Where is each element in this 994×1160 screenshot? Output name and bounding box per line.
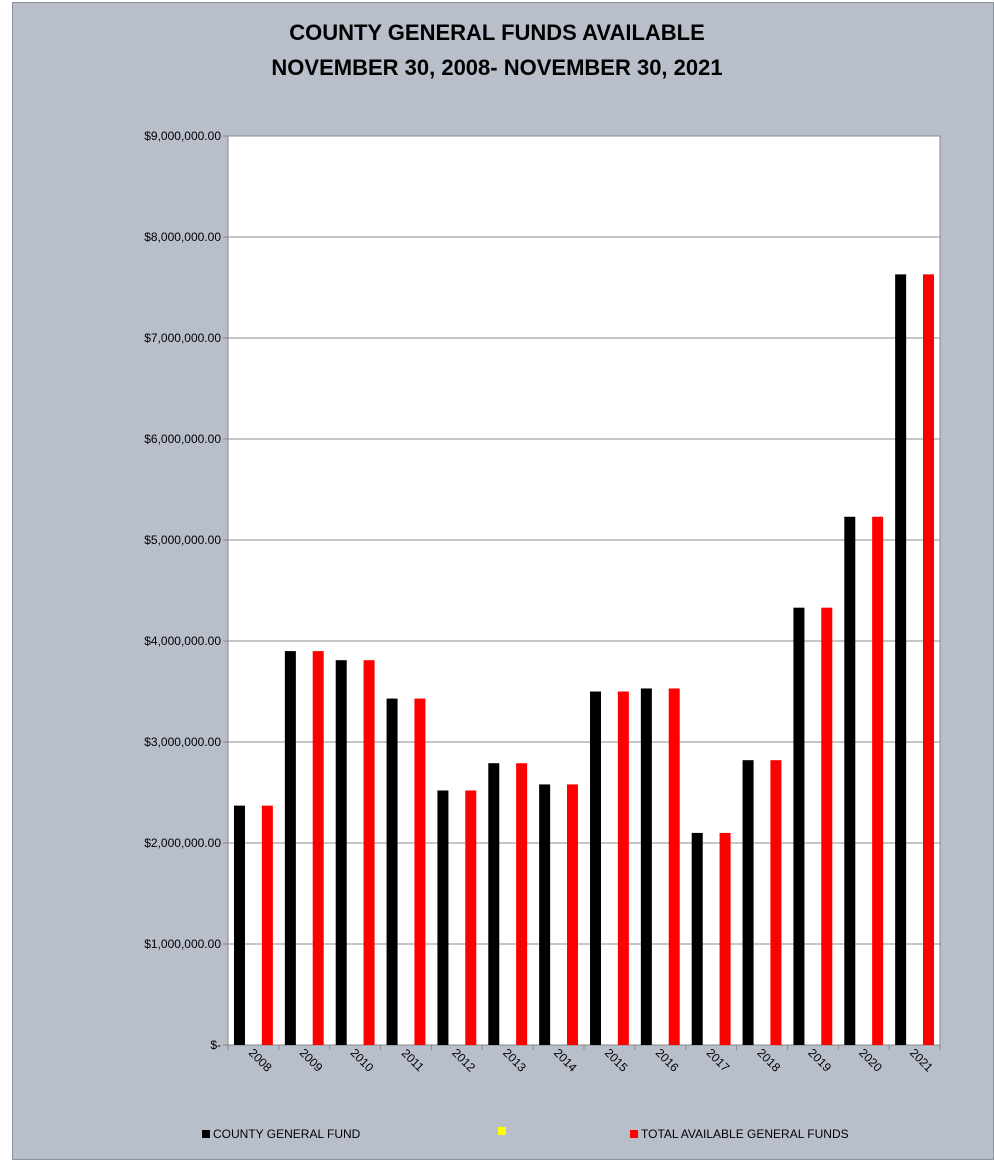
bar-county-general-fund bbox=[386, 698, 398, 1045]
bar-total-available bbox=[668, 688, 680, 1045]
y-tick-label: $9,000,000.00 bbox=[144, 129, 221, 143]
y-tick-label: $6,000,000.00 bbox=[144, 432, 221, 446]
x-tick-label: 2009 bbox=[297, 1046, 326, 1075]
x-tick-label: 2021 bbox=[907, 1046, 936, 1075]
legend-item-total-available: TOTAL AVAILABLE GENERAL FUNDS bbox=[630, 1127, 849, 1141]
legend-swatch-black bbox=[202, 1130, 210, 1138]
x-tick-label: 2010 bbox=[348, 1046, 377, 1075]
bar-total-available bbox=[414, 698, 426, 1045]
legend-label: COUNTY GENERAL FUND bbox=[213, 1127, 361, 1141]
x-tick-label: 2015 bbox=[602, 1046, 631, 1075]
x-tick-label: 2014 bbox=[551, 1046, 580, 1075]
x-tick-label: 2018 bbox=[754, 1046, 783, 1075]
bar-county-general-fund bbox=[844, 516, 856, 1045]
x-tick-label: 2020 bbox=[856, 1046, 885, 1075]
y-tick-label: $5,000,000.00 bbox=[144, 533, 221, 547]
bar-total-available bbox=[261, 805, 273, 1045]
bar-total-available bbox=[516, 763, 528, 1045]
bar-county-general-fund bbox=[640, 688, 652, 1045]
x-tick-label: 2017 bbox=[704, 1046, 733, 1075]
legend-item-unnamed bbox=[498, 1127, 509, 1135]
y-tick-label: $3,000,000.00 bbox=[144, 735, 221, 749]
x-tick-label: 2008 bbox=[246, 1046, 275, 1075]
bar-county-general-fund bbox=[437, 790, 449, 1045]
legend-swatch-red bbox=[630, 1130, 638, 1138]
bar-total-available bbox=[465, 790, 477, 1045]
y-tick-label: $1,000,000.00 bbox=[144, 937, 221, 951]
bar-total-available bbox=[567, 784, 578, 1045]
x-tick-label: 2019 bbox=[805, 1046, 834, 1075]
x-tick-label: 2013 bbox=[500, 1046, 529, 1075]
bar-total-available bbox=[719, 832, 731, 1045]
bar-total-available bbox=[872, 516, 884, 1045]
chart-subtitle: NOVEMBER 30, 2008- NOVEMBER 30, 2021 bbox=[271, 55, 723, 80]
bar-total-available bbox=[363, 660, 375, 1045]
legend-label: TOTAL AVAILABLE GENERAL FUNDS bbox=[641, 1127, 849, 1141]
bar-county-general-fund bbox=[691, 832, 703, 1045]
bar-total-available bbox=[821, 607, 833, 1045]
bar-county-general-fund bbox=[895, 274, 907, 1045]
y-tick-label: $8,000,000.00 bbox=[144, 230, 221, 244]
bar-county-general-fund bbox=[590, 691, 601, 1045]
y-tick-label: $4,000,000.00 bbox=[144, 634, 221, 648]
bar-county-general-fund bbox=[284, 651, 296, 1045]
legend-item-county-general-fund: COUNTY GENERAL FUND bbox=[202, 1127, 360, 1141]
bar-county-general-fund bbox=[742, 760, 754, 1045]
x-tick-label: 2011 bbox=[399, 1046, 427, 1074]
legend-swatch-yellow bbox=[498, 1127, 506, 1135]
y-tick-label: $2,000,000.00 bbox=[144, 836, 221, 850]
chart-title: COUNTY GENERAL FUNDS AVAILABLE bbox=[289, 20, 705, 45]
bar-county-general-fund bbox=[793, 607, 805, 1045]
bar-total-available bbox=[312, 651, 324, 1045]
x-tick-label: 2012 bbox=[449, 1046, 478, 1075]
plot-area bbox=[227, 135, 941, 1046]
bar-total-available bbox=[923, 274, 934, 1045]
bar-total-available bbox=[617, 691, 629, 1045]
bar-total-available bbox=[770, 760, 782, 1045]
bar-county-general-fund bbox=[488, 763, 500, 1045]
y-tick-label: $7,000,000.00 bbox=[144, 331, 221, 345]
x-tick-label: 2016 bbox=[653, 1046, 682, 1075]
bar-county-general-fund bbox=[335, 660, 347, 1045]
bar-county-general-fund bbox=[234, 805, 245, 1045]
bar-county-general-fund bbox=[539, 784, 551, 1045]
y-tick-label: $- bbox=[210, 1038, 221, 1052]
